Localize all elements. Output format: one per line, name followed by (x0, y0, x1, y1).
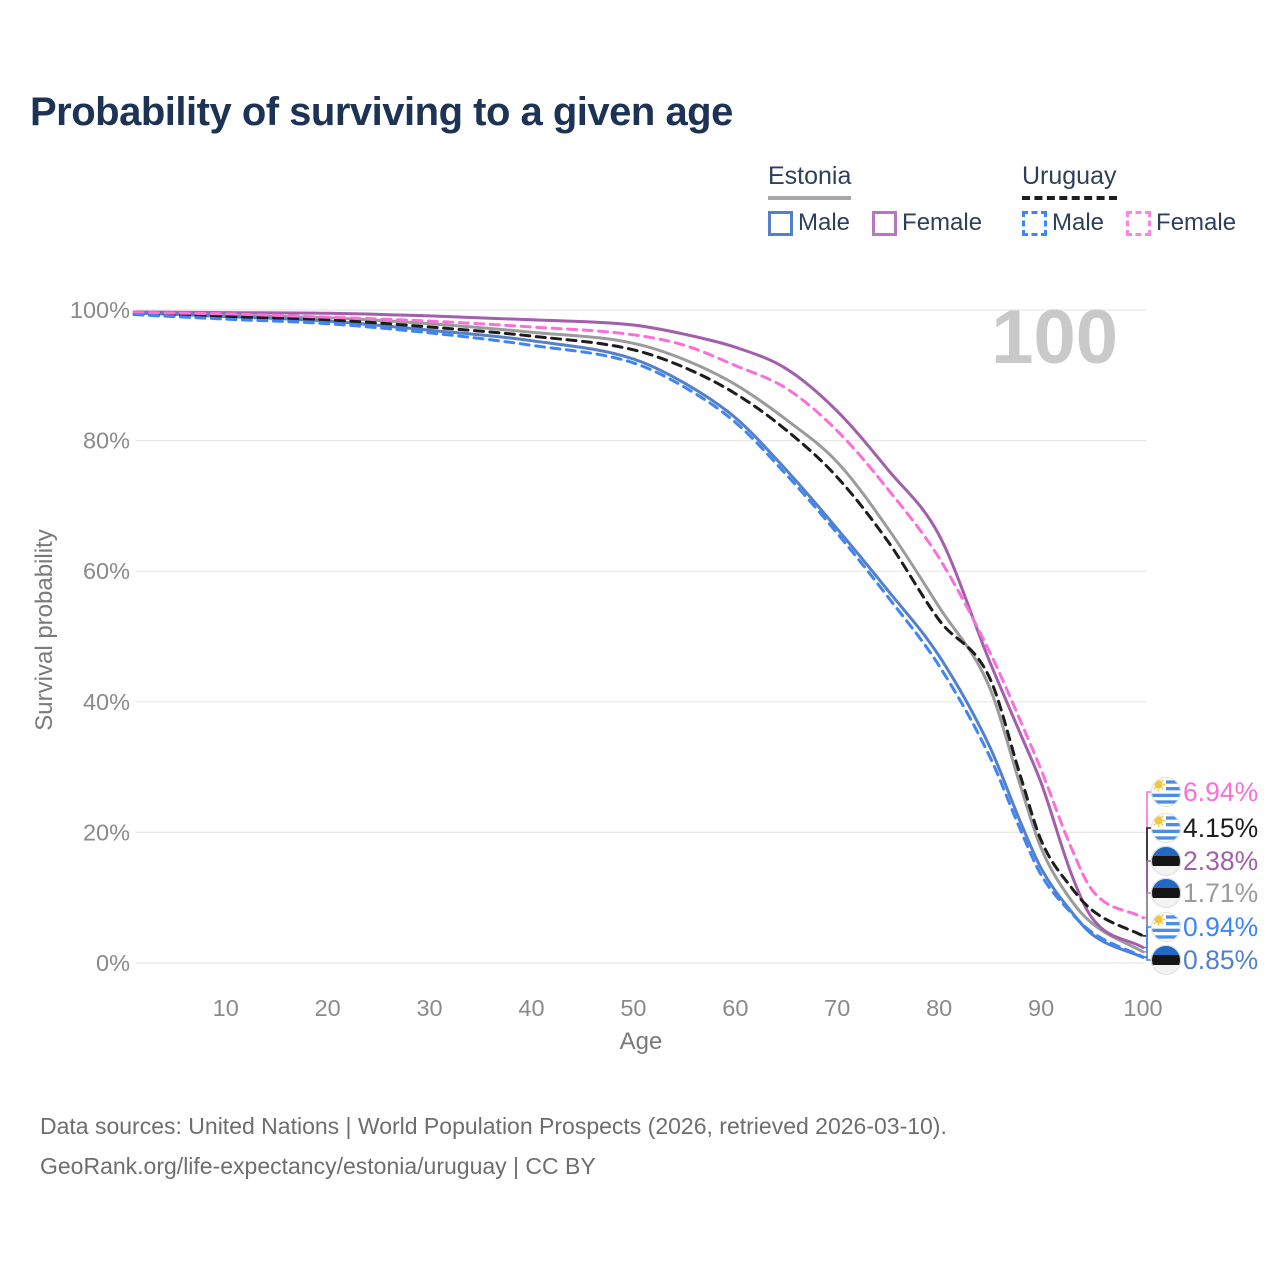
y-tick-label: 60% (83, 558, 130, 584)
end-label-layer: 6.94% 4.15%2.38%1.71% 0.94%0.85% (1143, 777, 1258, 975)
legend-group-estonia: Estonia Male Female (768, 162, 982, 237)
curve-estonia-male[interactable] (132, 311, 1145, 959)
y-axis-title: Survival probability (31, 529, 58, 730)
legend-item-label: Female (902, 209, 983, 236)
legend-row-uruguay: Male Female (1022, 209, 1236, 237)
y-tick-label: 0% (96, 950, 130, 976)
legend-item-uruguay-female[interactable]: Female (1126, 209, 1236, 237)
end-label-uruguay-male: 0.94% (1183, 912, 1258, 942)
age-watermark: 100 (991, 295, 1118, 380)
footer-sources: Data sources: United Nations | World Pop… (40, 1113, 947, 1139)
legend-header-uruguay[interactable]: Uruguay (1022, 162, 1117, 200)
end-label-estonia-both: 1.71% (1183, 878, 1258, 908)
x-tick-label: 100 (1123, 995, 1162, 1021)
x-tick-label: 50 (620, 995, 646, 1021)
footer: Data sources: United Nations | World Pop… (40, 1106, 947, 1186)
curve-estonia-both[interactable] (132, 311, 1145, 954)
x-tick-label: 10 (213, 995, 239, 1021)
y-tick-label: 40% (83, 689, 130, 715)
curve-uruguay-both[interactable] (132, 312, 1145, 938)
estonia-flag-icon (1151, 878, 1181, 908)
page-title: Probability of surviving to a given age (30, 90, 733, 134)
estonia-flag-icon (1151, 945, 1181, 975)
uruguay-female-swatch-icon (1126, 210, 1152, 236)
x-tick-label: 40 (518, 995, 544, 1021)
legend-group-uruguay: Uruguay Male Female (1022, 162, 1236, 237)
curve-uruguay-male[interactable] (132, 313, 1145, 959)
estonia-flag-icon (1151, 846, 1181, 876)
end-label-uruguay-both: 4.15% (1183, 813, 1258, 843)
y-tick-label: 80% (83, 428, 130, 454)
legend-item-estonia-female[interactable]: Female (872, 209, 982, 237)
x-tick-label: 60 (722, 995, 748, 1021)
legend-header-estonia[interactable]: Estonia (768, 162, 852, 200)
legend-row-estonia: Male Female (768, 209, 982, 237)
x-tick-label: 20 (315, 995, 341, 1021)
uruguay-flag-icon (1151, 777, 1181, 807)
uruguay-flag-icon (1151, 813, 1181, 843)
curve-estonia-female[interactable] (132, 310, 1145, 949)
legend-item-uruguay-male[interactable]: Male (1022, 209, 1104, 237)
uruguay-flag-icon (1151, 912, 1181, 942)
legend-item-label: Female (1156, 209, 1237, 236)
estonia-female-swatch-icon (872, 210, 898, 236)
footer-url: GeoRank.org/life-expectancy/estonia/urug… (40, 1153, 596, 1179)
legend-item-label: Male (1052, 209, 1105, 236)
x-tick-label: 70 (824, 995, 850, 1021)
end-label-connector (1143, 892, 1151, 953)
estonia-male-swatch-icon (768, 210, 793, 236)
end-label-uruguay-female: 6.94% (1183, 777, 1258, 807)
uruguay-male-swatch-icon (1022, 210, 1047, 236)
legend: Estonia Male Female Uruguay Male (0, 162, 1280, 242)
end-label-estonia-male: 0.85% (1183, 945, 1258, 975)
end-label-connector (1143, 956, 1151, 961)
y-tick-label: 20% (83, 819, 130, 845)
legend-item-estonia-male[interactable]: Male (768, 209, 850, 237)
x-axis-title: Age (620, 1028, 663, 1055)
curve-uruguay-female[interactable] (132, 311, 1145, 920)
x-tick-label: 30 (416, 995, 442, 1021)
y-tick-label: 100% (70, 297, 130, 323)
curve-layer (132, 310, 1145, 959)
x-tick-label: 80 (926, 995, 952, 1021)
x-tick-label: 90 (1028, 995, 1054, 1021)
end-label-estonia-female: 2.38% (1183, 846, 1258, 876)
grid-layer: 0% 20% 40% 60% 80% 100% 10 20 30 40 50 60 70 80 90 100 (70, 297, 1163, 1021)
legend-item-label: Male (798, 209, 851, 236)
